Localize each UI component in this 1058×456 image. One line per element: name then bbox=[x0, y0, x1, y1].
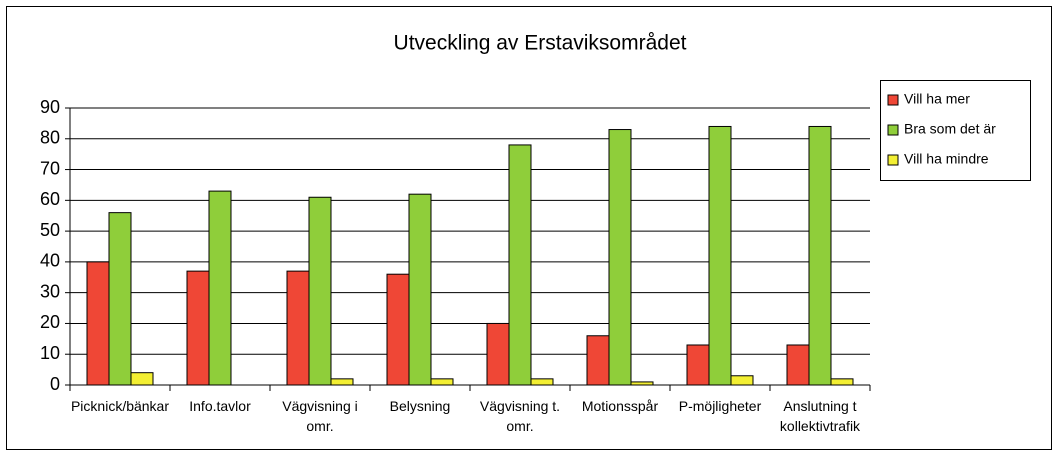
bar bbox=[408, 193, 432, 386]
bar bbox=[808, 125, 832, 386]
bar bbox=[86, 261, 110, 386]
x-tick-label: Picknick/bänkar bbox=[70, 398, 170, 414]
bar bbox=[686, 344, 710, 386]
x-tick-label: Vägvisning i omr. bbox=[282, 398, 358, 434]
bar bbox=[508, 144, 532, 386]
y-tick-label: 0 bbox=[50, 374, 60, 394]
bar bbox=[608, 129, 632, 386]
y-tick-label: 80 bbox=[40, 128, 60, 148]
y-tick-label: 30 bbox=[40, 281, 60, 301]
bar bbox=[308, 196, 332, 386]
y-tick-label: 40 bbox=[40, 251, 60, 271]
bar bbox=[430, 378, 454, 386]
y-tick-label: 10 bbox=[40, 343, 60, 363]
bar bbox=[486, 322, 510, 386]
bar bbox=[786, 344, 810, 386]
y-tick-label: 50 bbox=[40, 220, 60, 240]
bar bbox=[330, 378, 354, 386]
bar bbox=[830, 378, 854, 386]
bar bbox=[186, 270, 210, 386]
x-tick-label: Info.tavlor bbox=[189, 398, 251, 414]
y-tick-label: 60 bbox=[40, 189, 60, 209]
x-tick-label: Vägvisning t. omr. bbox=[479, 398, 561, 434]
legend-label: Vill ha mer bbox=[904, 91, 970, 107]
x-tick-label: P-möjligheter bbox=[678, 398, 762, 414]
bar bbox=[730, 375, 754, 386]
bar bbox=[708, 125, 732, 386]
y-tick-label: 20 bbox=[40, 312, 60, 332]
bar bbox=[130, 372, 154, 386]
x-tick-label: Motionsspår bbox=[581, 398, 659, 414]
bar bbox=[108, 212, 132, 386]
bar bbox=[530, 378, 554, 386]
x-tick-label: Anslutning t kollektivtrafik bbox=[779, 398, 861, 434]
legend-box bbox=[880, 80, 1031, 181]
legend-swatch bbox=[887, 154, 899, 166]
legend-label: Vill ha mindre bbox=[904, 151, 989, 167]
legend-swatch bbox=[887, 124, 899, 136]
legend-label: Bra som det är bbox=[904, 121, 996, 137]
y-tick-label: 70 bbox=[40, 158, 60, 178]
y-tick-label: 90 bbox=[40, 97, 60, 117]
legend-swatch bbox=[887, 94, 899, 106]
bar bbox=[208, 190, 232, 386]
bar bbox=[386, 273, 410, 386]
bar bbox=[286, 270, 310, 386]
x-tick-label: Belysning bbox=[389, 398, 451, 414]
bar bbox=[586, 335, 610, 386]
chart-title: Utveckling av Erstaviksområdet bbox=[394, 32, 687, 55]
